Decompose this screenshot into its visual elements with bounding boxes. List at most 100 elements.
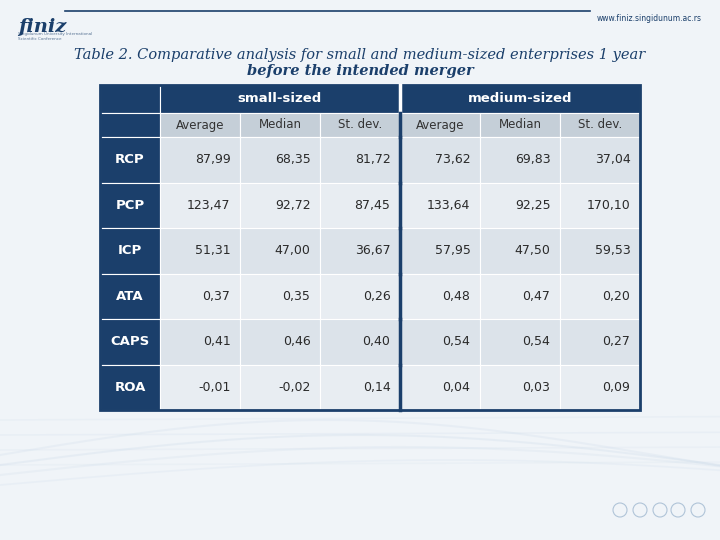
- Text: small-sized: small-sized: [238, 92, 322, 105]
- Text: finiz: finiz: [18, 18, 66, 36]
- Text: 0,03: 0,03: [523, 381, 550, 394]
- Bar: [240, 319, 320, 364]
- Bar: [400, 113, 480, 137]
- Bar: [160, 273, 240, 319]
- Bar: [560, 364, 640, 410]
- Bar: [160, 137, 240, 183]
- Text: 69,83: 69,83: [515, 153, 550, 166]
- Text: 170,10: 170,10: [587, 199, 631, 212]
- Text: St. dev.: St. dev.: [338, 118, 382, 132]
- Bar: [100, 183, 160, 228]
- Bar: [160, 85, 400, 113]
- Bar: [480, 137, 560, 183]
- Bar: [320, 364, 400, 410]
- Bar: [160, 183, 240, 228]
- Text: 73,62: 73,62: [435, 153, 470, 166]
- Text: 0,09: 0,09: [603, 381, 631, 394]
- Bar: [400, 228, 480, 273]
- Text: 68,35: 68,35: [274, 153, 310, 166]
- Text: 133,64: 133,64: [427, 199, 470, 212]
- Text: 47,00: 47,00: [274, 244, 310, 257]
- Text: medium-sized: medium-sized: [468, 92, 572, 105]
- Text: 0,35: 0,35: [282, 290, 310, 303]
- Text: 81,72: 81,72: [355, 153, 390, 166]
- Bar: [240, 228, 320, 273]
- Bar: [240, 113, 320, 137]
- Bar: [240, 364, 320, 410]
- Text: -0,01: -0,01: [198, 381, 230, 394]
- Bar: [160, 319, 240, 364]
- Bar: [480, 364, 560, 410]
- Text: St. dev.: St. dev.: [578, 118, 622, 132]
- Text: Table 2. Comparative analysis for small and medium-sized enterprises 1 year: Table 2. Comparative analysis for small …: [74, 48, 646, 62]
- Text: RCP: RCP: [115, 153, 145, 166]
- Bar: [100, 364, 160, 410]
- Text: 0,54: 0,54: [523, 335, 550, 348]
- Bar: [480, 183, 560, 228]
- Bar: [400, 85, 640, 113]
- Bar: [560, 319, 640, 364]
- Text: 92,72: 92,72: [275, 199, 310, 212]
- Bar: [480, 228, 560, 273]
- Text: ROA: ROA: [114, 381, 145, 394]
- Bar: [400, 273, 480, 319]
- Bar: [320, 137, 400, 183]
- Bar: [160, 113, 240, 137]
- Bar: [480, 113, 560, 137]
- Bar: [480, 273, 560, 319]
- Bar: [320, 319, 400, 364]
- Text: 0,54: 0,54: [443, 335, 470, 348]
- Bar: [400, 319, 480, 364]
- Bar: [400, 364, 480, 410]
- Text: 0,46: 0,46: [283, 335, 310, 348]
- Bar: [480, 319, 560, 364]
- Text: 59,53: 59,53: [595, 244, 631, 257]
- Bar: [100, 273, 160, 319]
- Text: PCP: PCP: [115, 199, 145, 212]
- Text: 47,50: 47,50: [515, 244, 550, 257]
- Bar: [100, 137, 160, 183]
- Text: 0,20: 0,20: [603, 290, 631, 303]
- Bar: [100, 85, 640, 410]
- Text: 0,37: 0,37: [202, 290, 230, 303]
- Text: Median: Median: [258, 118, 302, 132]
- Text: 0,04: 0,04: [443, 381, 470, 394]
- Text: Median: Median: [498, 118, 541, 132]
- Text: Average: Average: [176, 118, 224, 132]
- Text: 0,14: 0,14: [363, 381, 390, 394]
- Text: www.finiz.singidunum.ac.rs: www.finiz.singidunum.ac.rs: [597, 14, 702, 23]
- Bar: [160, 364, 240, 410]
- Bar: [240, 137, 320, 183]
- Bar: [100, 228, 160, 273]
- Bar: [240, 183, 320, 228]
- Text: ICP: ICP: [118, 244, 142, 257]
- Bar: [560, 183, 640, 228]
- Text: 87,99: 87,99: [194, 153, 230, 166]
- Text: 57,95: 57,95: [435, 244, 470, 257]
- Text: 0,40: 0,40: [363, 335, 390, 348]
- Text: 51,31: 51,31: [195, 244, 230, 257]
- Text: 87,45: 87,45: [354, 199, 390, 212]
- Text: ATA: ATA: [116, 290, 144, 303]
- Bar: [560, 228, 640, 273]
- Text: Average: Average: [415, 118, 464, 132]
- Bar: [320, 273, 400, 319]
- Text: CAPS: CAPS: [110, 335, 150, 348]
- Bar: [160, 228, 240, 273]
- Text: 92,25: 92,25: [515, 199, 550, 212]
- Text: 0,48: 0,48: [443, 290, 470, 303]
- Bar: [100, 319, 160, 364]
- Bar: [560, 113, 640, 137]
- Text: 0,47: 0,47: [523, 290, 550, 303]
- Text: 36,67: 36,67: [355, 244, 390, 257]
- Text: Singidunum University International
Scientific Conference: Singidunum University International Scie…: [18, 32, 92, 40]
- Bar: [320, 113, 400, 137]
- Text: -0,02: -0,02: [278, 381, 310, 394]
- Text: before the intended merger: before the intended merger: [247, 64, 473, 78]
- Text: 0,26: 0,26: [363, 290, 390, 303]
- Bar: [100, 85, 160, 113]
- Bar: [320, 183, 400, 228]
- Bar: [560, 273, 640, 319]
- Bar: [560, 137, 640, 183]
- Bar: [320, 228, 400, 273]
